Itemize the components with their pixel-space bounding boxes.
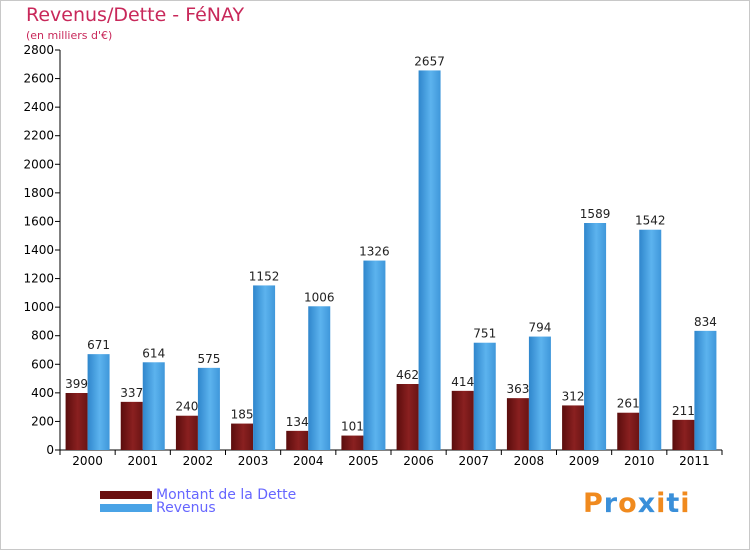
bar-revenus-2009 [584,223,607,450]
legend-label-revenus: Revenus [156,500,216,516]
y-tick-label: 2600 [23,72,54,86]
x-tick-label: 2002 [183,454,214,468]
logo-letter: i [656,488,667,519]
x-tick-label: 2008 [514,454,545,468]
y-tick-label: 1200 [23,272,54,286]
data-label-debt: 399 [65,377,88,391]
x-tick-label: 2004 [293,454,324,468]
data-label-debt: 240 [175,400,198,414]
bar-debt-2000 [65,393,88,450]
data-label-debt: 462 [396,368,419,382]
x-tick-label: 2010 [624,454,655,468]
data-label-debt: 363 [506,382,529,396]
bar-debt-2007 [451,390,474,450]
y-tick-label: 200 [31,414,54,428]
bar-revenus-2007 [473,342,496,450]
data-label-revenus: 1589 [580,207,611,221]
data-label-revenus: 575 [197,352,220,366]
y-tick-label: 2800 [23,43,54,57]
logo-letter: r [603,488,619,519]
data-label-revenus: 2657 [414,54,445,68]
proxiti-logo: Proxiti [583,488,691,519]
chart-data-labels: 399 671 337 614 240 575 185 1152 134 1006 101 1326 4… [65,54,717,433]
y-tick-label: 600 [31,357,54,371]
legend-swatch-debt [100,491,152,499]
legend-item-revenus: Revenus [100,500,216,516]
data-label-debt: 261 [617,397,640,411]
y-tick-label: 1800 [23,186,54,200]
logo-letter: P [583,488,604,519]
data-label-revenus: 1006 [304,290,335,304]
data-label-debt: 312 [562,389,585,403]
data-label-debt: 211 [672,404,695,418]
logo-letter: t [666,488,681,519]
chart-title: Revenus/Dette - FéNAY [26,4,245,26]
bar-revenus-2002 [197,367,220,450]
y-tick-label: 0 [46,443,54,457]
x-tick-label: 2000 [72,454,103,468]
y-tick-label: 2400 [23,100,54,114]
data-label-revenus: 1326 [359,245,390,259]
bar-debt-2006 [396,384,419,450]
y-tick-label: 2200 [23,129,54,143]
legend-label-debt: Montant de la Dette [156,487,297,503]
bar-revenus-2011 [694,330,717,450]
bar-revenus-2006 [418,70,441,450]
legend-swatch-revenus [100,504,152,512]
data-label-revenus: 834 [694,315,717,329]
data-label-debt: 101 [341,420,364,434]
bar-debt-2003 [231,423,254,450]
bar-revenus-2004 [308,306,331,450]
data-label-revenus: 1542 [635,214,666,228]
chart-axes: 0 200 400 600 800 1000 1200 1400 1600 1800 2000 220… [23,43,723,468]
bar-debt-2004 [286,430,309,450]
y-tick-label: 1600 [23,214,54,228]
x-tick-label: 2011 [679,454,710,468]
y-tick-label: 800 [31,329,54,343]
logo-letter: i [680,488,691,519]
data-label-debt: 414 [451,375,474,389]
bar-revenus-2005 [363,260,386,450]
bar-debt-2002 [175,415,198,450]
logo-letter: x [637,488,657,519]
x-tick-label: 2001 [127,454,158,468]
bar-revenus-2008 [528,336,551,450]
x-tick-label: 2005 [348,454,379,468]
bar-debt-2009 [562,405,585,450]
data-label-debt: 185 [231,408,254,422]
data-label-debt: 134 [286,415,309,429]
x-tick-label: 2009 [569,454,600,468]
bar-revenus-2000 [87,354,110,450]
y-tick-label: 2000 [23,157,54,171]
y-tick-label: 400 [31,386,54,400]
data-label-revenus: 794 [528,321,551,335]
bar-revenus-2003 [253,285,276,450]
data-label-revenus: 1152 [249,269,280,283]
data-label-debt: 337 [120,386,143,400]
y-tick-label: 1400 [23,243,54,257]
bar-revenus-2010 [639,229,662,450]
x-tick-label: 2006 [403,454,434,468]
x-tick-label: 2007 [458,454,489,468]
x-tick-label: 2003 [238,454,269,468]
chart-bars [65,70,717,450]
y-tick-label: 1000 [23,300,54,314]
data-label-revenus: 671 [87,338,110,352]
bar-revenus-2001 [142,362,165,450]
chart-subtitle: (en milliers d'€) [26,29,113,42]
bar-debt-2008 [506,398,529,450]
bar-debt-2010 [617,412,640,450]
bar-debt-2001 [120,401,143,450]
logo-letter: o [618,488,638,519]
data-label-revenus: 614 [142,346,165,360]
data-label-revenus: 751 [473,327,496,341]
legend-item-debt: Montant de la Dette [100,487,296,503]
bar-debt-2005 [341,435,364,450]
bar-debt-2011 [672,419,695,450]
